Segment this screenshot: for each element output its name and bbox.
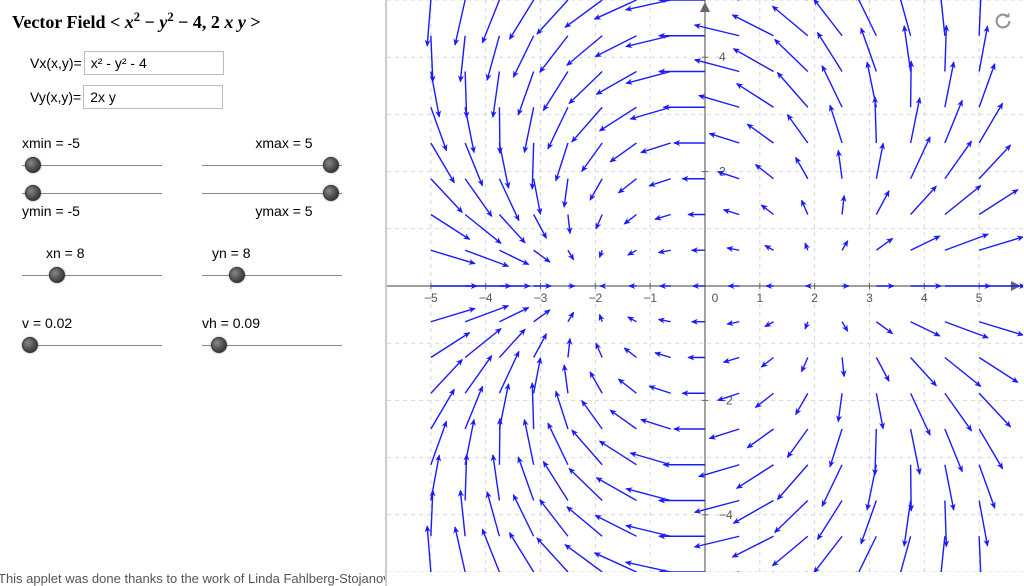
xn-slider[interactable] — [22, 265, 162, 285]
vy-label: Vy(x,y)= — [30, 89, 81, 105]
svg-text:1: 1 — [756, 291, 763, 305]
svg-text:2: 2 — [811, 291, 818, 305]
xn-label: xn = 8 — [18, 245, 186, 261]
vy-row: Vy(x,y)= — [30, 85, 373, 109]
svg-text:4: 4 — [719, 50, 726, 64]
ymax-label: ymax = 5 — [198, 203, 366, 219]
vx-row: Vx(x,y)= — [30, 51, 373, 75]
vx-input[interactable] — [84, 51, 224, 75]
svg-text:4: 4 — [921, 291, 928, 305]
svg-text:5: 5 — [976, 291, 983, 305]
vy-input[interactable] — [83, 85, 223, 109]
svg-text:0: 0 — [712, 291, 719, 305]
v-slider[interactable] — [22, 335, 162, 355]
vh-label: vh = 0.09 — [198, 315, 366, 331]
svg-text:−2: −2 — [589, 291, 603, 305]
svg-text:2: 2 — [719, 165, 726, 179]
v-label: v = 0.02 — [18, 315, 186, 331]
ymax-slider[interactable] — [202, 183, 342, 203]
controls-panel: Vector Field < x2 − y2 − 4, 2 x y > Vx(x… — [0, 0, 385, 586]
reload-icon[interactable] — [992, 10, 1014, 32]
svg-text:−4: −4 — [479, 291, 493, 305]
ymin-slider[interactable] — [22, 183, 162, 203]
xmin-slider[interactable] — [22, 155, 162, 175]
svg-text:−5: −5 — [424, 291, 438, 305]
yn-slider[interactable] — [202, 265, 342, 285]
xmax-label: xmax = 5 — [198, 135, 366, 151]
page-title: Vector Field < x2 − y2 − 4, 2 x y > — [12, 10, 373, 33]
svg-text:3: 3 — [866, 291, 873, 305]
vector-field-plot: −5−4−3−2−1123450−4−224 — [387, 0, 1023, 572]
vx-label: Vx(x,y)= — [30, 55, 82, 71]
credit-text: This applet was done thanks to the work … — [0, 571, 414, 586]
yn-label: yn = 8 — [198, 245, 366, 261]
vh-slider[interactable] — [202, 335, 342, 355]
ymin-label: ymin = -5 — [18, 203, 186, 219]
xmin-label: xmin = -5 — [18, 135, 186, 151]
plot-panel: −5−4−3−2−1123450−4−224 — [385, 0, 1024, 586]
xmax-slider[interactable] — [202, 155, 342, 175]
svg-text:−3: −3 — [534, 291, 548, 305]
svg-text:−1: −1 — [643, 291, 657, 305]
svg-text:−4: −4 — [719, 508, 733, 522]
